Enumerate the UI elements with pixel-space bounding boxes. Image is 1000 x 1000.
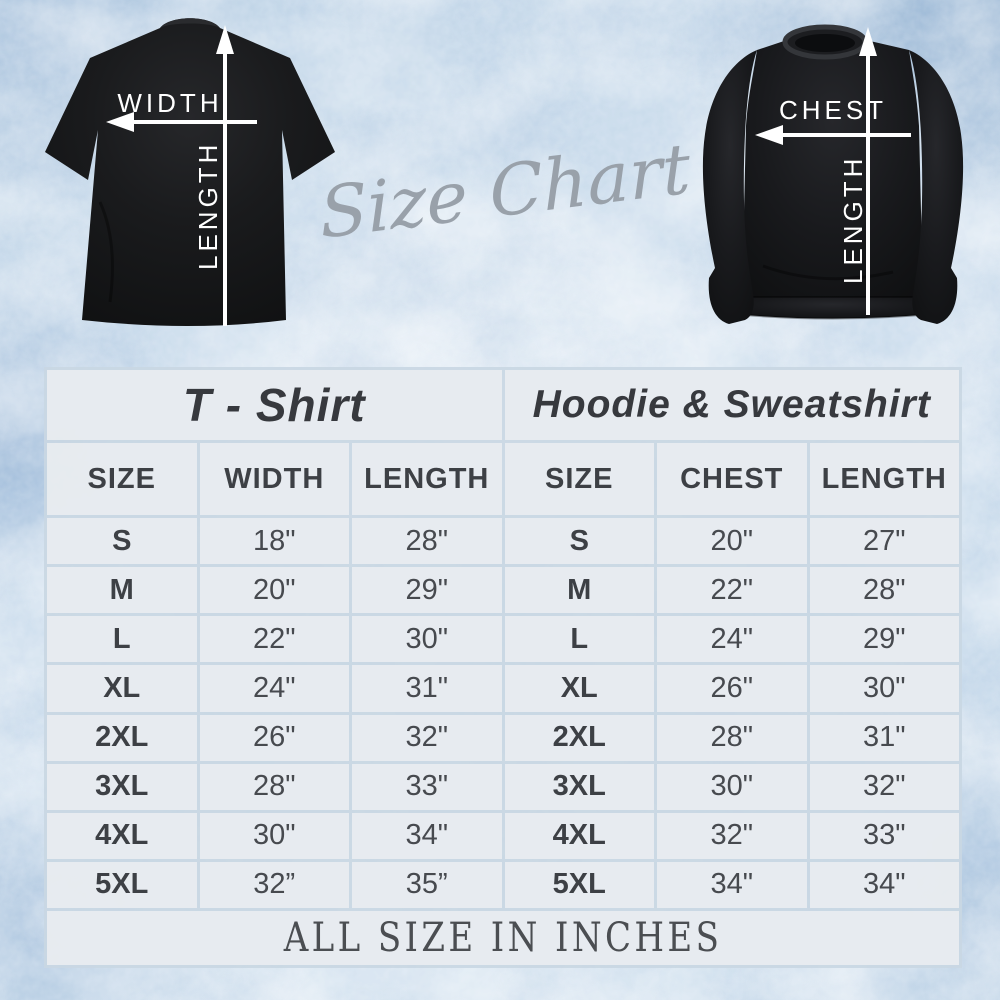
- cell-hoodie-size-row1: M: [504, 567, 654, 614]
- length-arrow: [216, 25, 234, 326]
- sweatshirt-collar-inner: [795, 34, 855, 52]
- cell-tshirt-row2-col1: 22": [199, 616, 349, 663]
- cell-hoodie-row4-col1: 28": [657, 714, 807, 761]
- cell-hoodie-row1-col2: 28": [809, 567, 959, 614]
- cell-tshirt-row1-col2: 29": [352, 567, 502, 614]
- cell-tshirt-row2-col2: 30": [352, 616, 502, 663]
- cell-hoodie-row7-col1: 34": [657, 861, 807, 908]
- cell-hoodie-row5-col2: 32": [809, 763, 959, 810]
- cell-tshirt-row1-col1: 20": [199, 567, 349, 614]
- cell-hoodie-row0-col2: 27": [809, 518, 959, 565]
- cell-tshirt-row5-col1: 28": [199, 763, 349, 810]
- hoodie-table-title: Hoodie & Sweatshirt: [504, 370, 959, 440]
- cell-hoodie-row2-col1: 24": [657, 616, 807, 663]
- cell-hoodie-row7-col2: 34": [809, 861, 959, 908]
- cell-hoodie-row3-col2: 30": [809, 665, 959, 712]
- sweatshirt-right-sleeve: [909, 50, 964, 324]
- sweatshirt-body: [742, 26, 923, 297]
- tshirt-diagram: WIDTH LENGTH: [45, 18, 335, 326]
- cell-tshirt-row5-col2: 33": [352, 763, 502, 810]
- cell-tshirt-size-row2: L: [47, 616, 197, 663]
- cell-tshirt-row6-col1: 30": [199, 812, 349, 859]
- tshirt-collar: [160, 18, 220, 28]
- cell-hoodie-row3-col1: 26": [657, 665, 807, 712]
- cell-tshirt-size-row7: 5XL: [47, 861, 197, 908]
- column-header-hoodie-size: SIZE: [504, 443, 654, 515]
- cell-hoodie-size-row6: 4XL: [504, 812, 654, 859]
- cell-hoodie-size-row5: 3XL: [504, 763, 654, 810]
- column-header-tshirt-size: SIZE: [47, 443, 197, 515]
- column-header-tshirt-length: LENGTH: [352, 443, 502, 515]
- sweatshirt-hem-band: [740, 296, 925, 320]
- cell-hoodie-size-row4: 2XL: [504, 714, 654, 761]
- cell-tshirt-row4-col2: 32": [352, 714, 502, 761]
- cell-tshirt-row0-col1: 18": [199, 518, 349, 565]
- size-table: T - Shirt Hoodie & Sweatshirt SIZE WIDTH L…: [44, 367, 962, 968]
- column-header-hoodie-length: LENGTH: [809, 443, 959, 515]
- cell-hoodie-row2-col2: 29": [809, 616, 959, 663]
- cell-hoodie-size-row7: 5XL: [504, 861, 654, 908]
- tshirt-length-label: LENGTH: [193, 141, 223, 270]
- cell-tshirt-size-row4: 2XL: [47, 714, 197, 761]
- width-arrow: [106, 112, 257, 132]
- table-footer-row: ALL SIZE IN INCHES: [47, 911, 959, 965]
- cell-tshirt-row3-col1: 24": [199, 665, 349, 712]
- cell-tshirt-size-row0: S: [47, 518, 197, 565]
- cell-hoodie-row5-col1: 30": [657, 763, 807, 810]
- tshirt-silhouette: [45, 18, 335, 326]
- cell-hoodie-size-row0: S: [504, 518, 654, 565]
- tshirt-width-label: WIDTH: [117, 88, 222, 118]
- sweatshirt-diagram: CHEST LENGTH: [702, 24, 964, 324]
- sweatshirt-left-sleeve: [702, 50, 757, 324]
- cell-tshirt-size-row6: 4XL: [47, 812, 197, 859]
- cell-tshirt-row3-col2: 31": [352, 665, 502, 712]
- cell-hoodie-size-row2: L: [504, 616, 654, 663]
- cell-hoodie-row6-col2: 33": [809, 812, 959, 859]
- cell-hoodie-row4-col2: 31": [809, 714, 959, 761]
- column-header-tshirt-width: WIDTH: [199, 443, 349, 515]
- sweatshirt-length-label: LENGTH: [838, 155, 868, 284]
- sweatshirt-chest-label: CHEST: [779, 95, 887, 125]
- tshirt-table-title: T - Shirt: [47, 370, 502, 440]
- sweatshirt-fold: [762, 264, 894, 281]
- table-footer-note: ALL SIZE IN INCHES: [283, 915, 723, 961]
- cell-hoodie-row0-col1: 20": [657, 518, 807, 565]
- cell-tshirt-row7-col2: 35”: [352, 861, 502, 908]
- cell-hoodie-row1-col1: 22": [657, 567, 807, 614]
- cell-tshirt-row4-col1: 26": [199, 714, 349, 761]
- cell-tshirt-size-row1: M: [47, 567, 197, 614]
- cell-tshirt-row6-col2: 34": [352, 812, 502, 859]
- column-header-hoodie-chest: CHEST: [657, 443, 807, 515]
- chest-arrow: [755, 125, 911, 145]
- cell-tshirt-size-row5: 3XL: [47, 763, 197, 810]
- cell-hoodie-row6-col1: 32": [657, 812, 807, 859]
- cell-tshirt-size-row3: XL: [47, 665, 197, 712]
- cell-tshirt-row7-col1: 32”: [199, 861, 349, 908]
- tshirt-fold: [98, 201, 114, 303]
- cell-hoodie-size-row3: XL: [504, 665, 654, 712]
- cell-tshirt-row0-col2: 28": [352, 518, 502, 565]
- length-arrow: [859, 27, 877, 315]
